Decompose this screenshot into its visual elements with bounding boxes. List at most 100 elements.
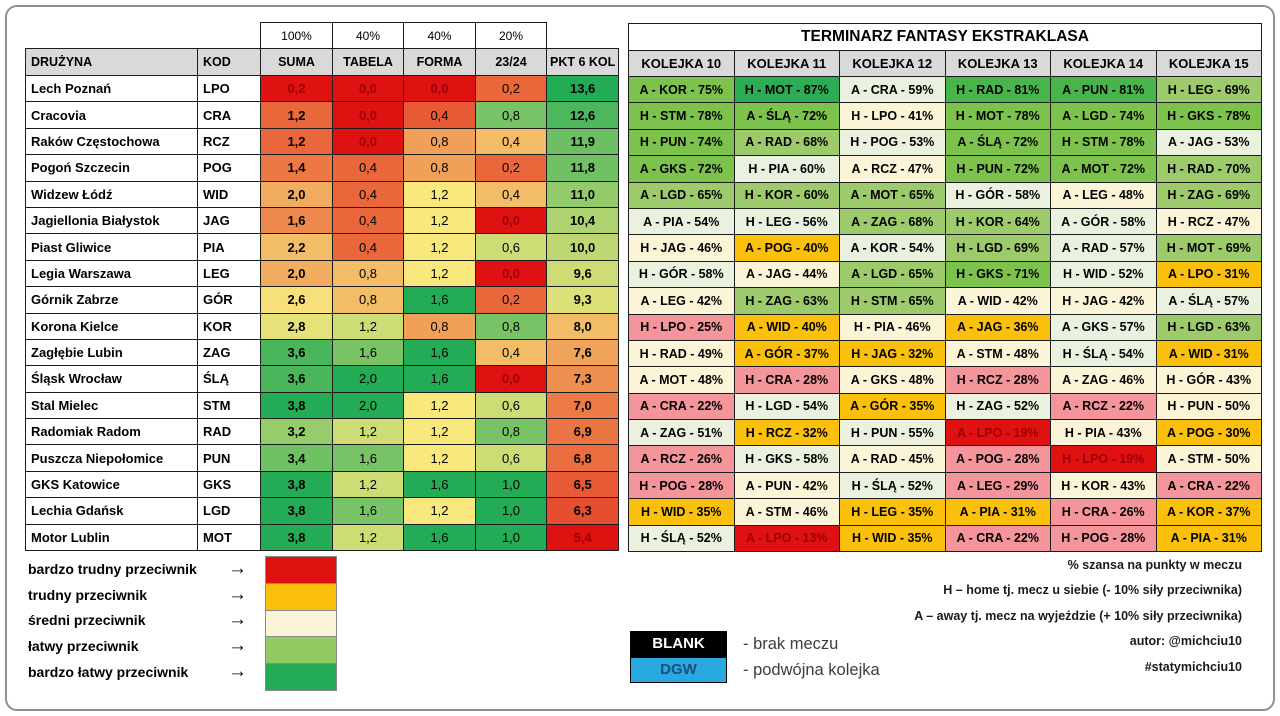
score-cell: 1,6: [403, 470, 476, 499]
dgw-box: DGW: [630, 656, 727, 683]
fixture-cell: H - WID - 35%: [839, 524, 946, 553]
team-row: Jagiellonia Białystok JAG 1,6 0,4 1,2 0,0 10,4: [25, 206, 620, 235]
team-name: Jagiellonia Białystok: [25, 206, 198, 235]
fixture-cell: A - KOR - 75%: [628, 75, 735, 104]
gameweek-header: KOLEJKA 12: [839, 50, 946, 77]
left-header-row: DRUŻYNA KOD SUMA TABELA FORMA 23/24 PKT 6 KOL: [25, 48, 620, 76]
score-cell: 0,8: [332, 286, 404, 314]
fixture-cell: A - WID - 31%: [1155, 339, 1262, 368]
fixture-cell: H - RCZ - 28%: [944, 366, 1051, 394]
score-cell: 0,0: [332, 101, 404, 129]
fixture-cell: A - KOR - 54%: [839, 234, 946, 262]
team-code: PUN: [197, 444, 261, 472]
fixture-cell: A - LGD - 74%: [1050, 102, 1157, 130]
fixture-cell: A - GKS - 72%: [628, 155, 735, 183]
fixture-cell: A - POG - 28%: [944, 445, 1051, 473]
fixture-cell: A - PIA - 31%: [944, 498, 1051, 526]
team-row: Korona Kielce KOR 2,8 1,2 0,8 0,8 8,0: [25, 312, 620, 340]
score-cell: 12,6: [545, 101, 620, 129]
fixture-cell: H - RCZ - 47%: [1155, 207, 1262, 236]
fixture-cell: A - GKS - 57%: [1050, 313, 1157, 341]
fixture-cell: A - LPO - 31%: [1155, 260, 1262, 289]
fixture-cell: A - RCZ - 26%: [628, 445, 735, 473]
fixture-cell: H - GÓR - 43%: [1155, 366, 1262, 394]
fixture-cell: H - RAD - 49%: [628, 339, 735, 368]
team-name: Motor Lublin: [25, 523, 198, 552]
score-cell: 2,0: [260, 180, 333, 208]
team-name: Lech Poznań: [25, 74, 198, 103]
team-row: Zagłębie Lubin ZAG 3,6 1,6 1,6 0,4 7,6: [25, 338, 620, 367]
team-code: WID: [197, 180, 261, 208]
legend-item: bardzo łatwy przeciwnik →: [28, 659, 368, 685]
fixture-row: H - POG - 28% A - PUN - 42% H - ŚLĄ - 52% A…: [628, 471, 1262, 500]
fixture-cell: A - ŚLĄ - 72%: [733, 102, 840, 130]
team-name: Widzew Łódź: [25, 180, 198, 208]
dgw-description: - podwójna kolejka: [743, 660, 880, 679]
team-code: KOR: [197, 312, 261, 340]
team-name: Korona Kielce: [25, 312, 198, 340]
difficulty-legend: bardzo trudny przeciwnik → trudny przeciwn…: [28, 556, 368, 691]
score-cell: 0,8: [403, 312, 476, 340]
fixture-cell: A - ZAG - 68%: [839, 207, 946, 236]
blank-key-row: BLANK - brak meczu: [630, 630, 880, 657]
score-cell: 3,6: [260, 338, 333, 367]
fixture-cell: H - LPO - 19%: [1050, 445, 1157, 473]
fixture-cell: H - LEG - 56%: [733, 207, 840, 236]
score-cell: 0,4: [475, 180, 547, 208]
score-cell: 1,2: [260, 101, 333, 129]
score-cell: 0,0: [332, 127, 404, 156]
column-header: SUMA: [260, 48, 333, 76]
score-cell: 0,8: [403, 154, 476, 182]
score-cell: 8,0: [545, 312, 620, 340]
fixture-cell: H - LGD - 69%: [944, 234, 1051, 262]
fixture-cell: H - POG - 28%: [628, 471, 735, 500]
team-row: Radomiak Radom RAD 3,2 1,2 1,2 0,8 6,9: [25, 418, 620, 446]
score-cell: 9,6: [545, 259, 620, 288]
team-row: Motor Lublin MOT 3,8 1,2 1,6 1,0 5,4: [25, 523, 620, 552]
fixture-cell: A - LGD - 65%: [628, 181, 735, 209]
fixture-cell: A - JAG - 36%: [944, 313, 1051, 341]
score-cell: 2,0: [260, 259, 333, 288]
score-cell: 0,4: [332, 206, 404, 235]
gameweek-header: KOLEJKA 10: [628, 50, 735, 77]
fixture-cell: H - ŚLĄ - 54%: [1050, 339, 1157, 368]
score-cell: 0,8: [332, 259, 404, 288]
score-cell: 3,6: [260, 365, 333, 393]
fixture-cell: A - POG - 30%: [1155, 419, 1262, 447]
score-cell: 2,6: [260, 286, 333, 314]
fixture-row: A - ZAG - 51% H - RCZ - 32% H - PUN - 55% A…: [628, 419, 1262, 447]
fixture-cell: A - RAD - 45%: [839, 445, 946, 473]
score-cell: 1,6: [332, 497, 404, 525]
fixture-cell: H - PUN - 74%: [628, 128, 735, 157]
fixture-cell: H - POG - 53%: [839, 128, 946, 157]
score-cell: 9,3: [545, 286, 620, 314]
gameweek-header: KOLEJKA 15: [1155, 50, 1262, 77]
fixture-cell: A - ŚLĄ - 72%: [944, 128, 1051, 157]
fixture-cell: H - MOT - 87%: [733, 75, 840, 104]
fixture-cell: H - KOR - 64%: [944, 207, 1051, 236]
fixture-cell: A - LPO - 13%: [733, 524, 840, 553]
score-cell: 3,4: [260, 444, 333, 472]
score-cell: 0,8: [475, 418, 547, 446]
fixture-cell: A - MOT - 65%: [839, 181, 946, 209]
fixture-cell: A - PIA - 31%: [1155, 524, 1262, 553]
team-row: Cracovia CRA 1,2 0,0 0,4 0,8 12,6: [25, 101, 620, 129]
fixture-cell: A - MOT - 48%: [628, 366, 735, 394]
score-cell: 3,2: [260, 418, 333, 446]
fixture-row: H - JAG - 46% A - POG - 40% A - KOR - 54% H…: [628, 234, 1262, 262]
team-name: Stal Mielec: [25, 391, 198, 420]
weight-cell: 40%: [332, 22, 404, 49]
fixture-cell: A - STM - 46%: [733, 498, 840, 526]
fixture-cell: H - GKS - 58%: [733, 445, 840, 473]
empty-cell: [547, 23, 619, 49]
fixture-row: H - WID - 35% A - STM - 46% H - LEG - 35% A…: [628, 498, 1262, 526]
fixture-cell: H - GKS - 71%: [944, 260, 1051, 289]
team-row: Śląsk Wrocław ŚLĄ 3,6 2,0 1,6 0,0 7,3: [25, 365, 620, 393]
team-code: LGD: [197, 497, 261, 525]
fixture-cell: A - GKS - 48%: [839, 366, 946, 394]
team-name: Pogoń Szczecin: [25, 154, 198, 182]
score-cell: 1,6: [260, 206, 333, 235]
fixture-cell: A - GÓR - 37%: [733, 339, 840, 368]
score-cell: 7,6: [545, 338, 620, 367]
